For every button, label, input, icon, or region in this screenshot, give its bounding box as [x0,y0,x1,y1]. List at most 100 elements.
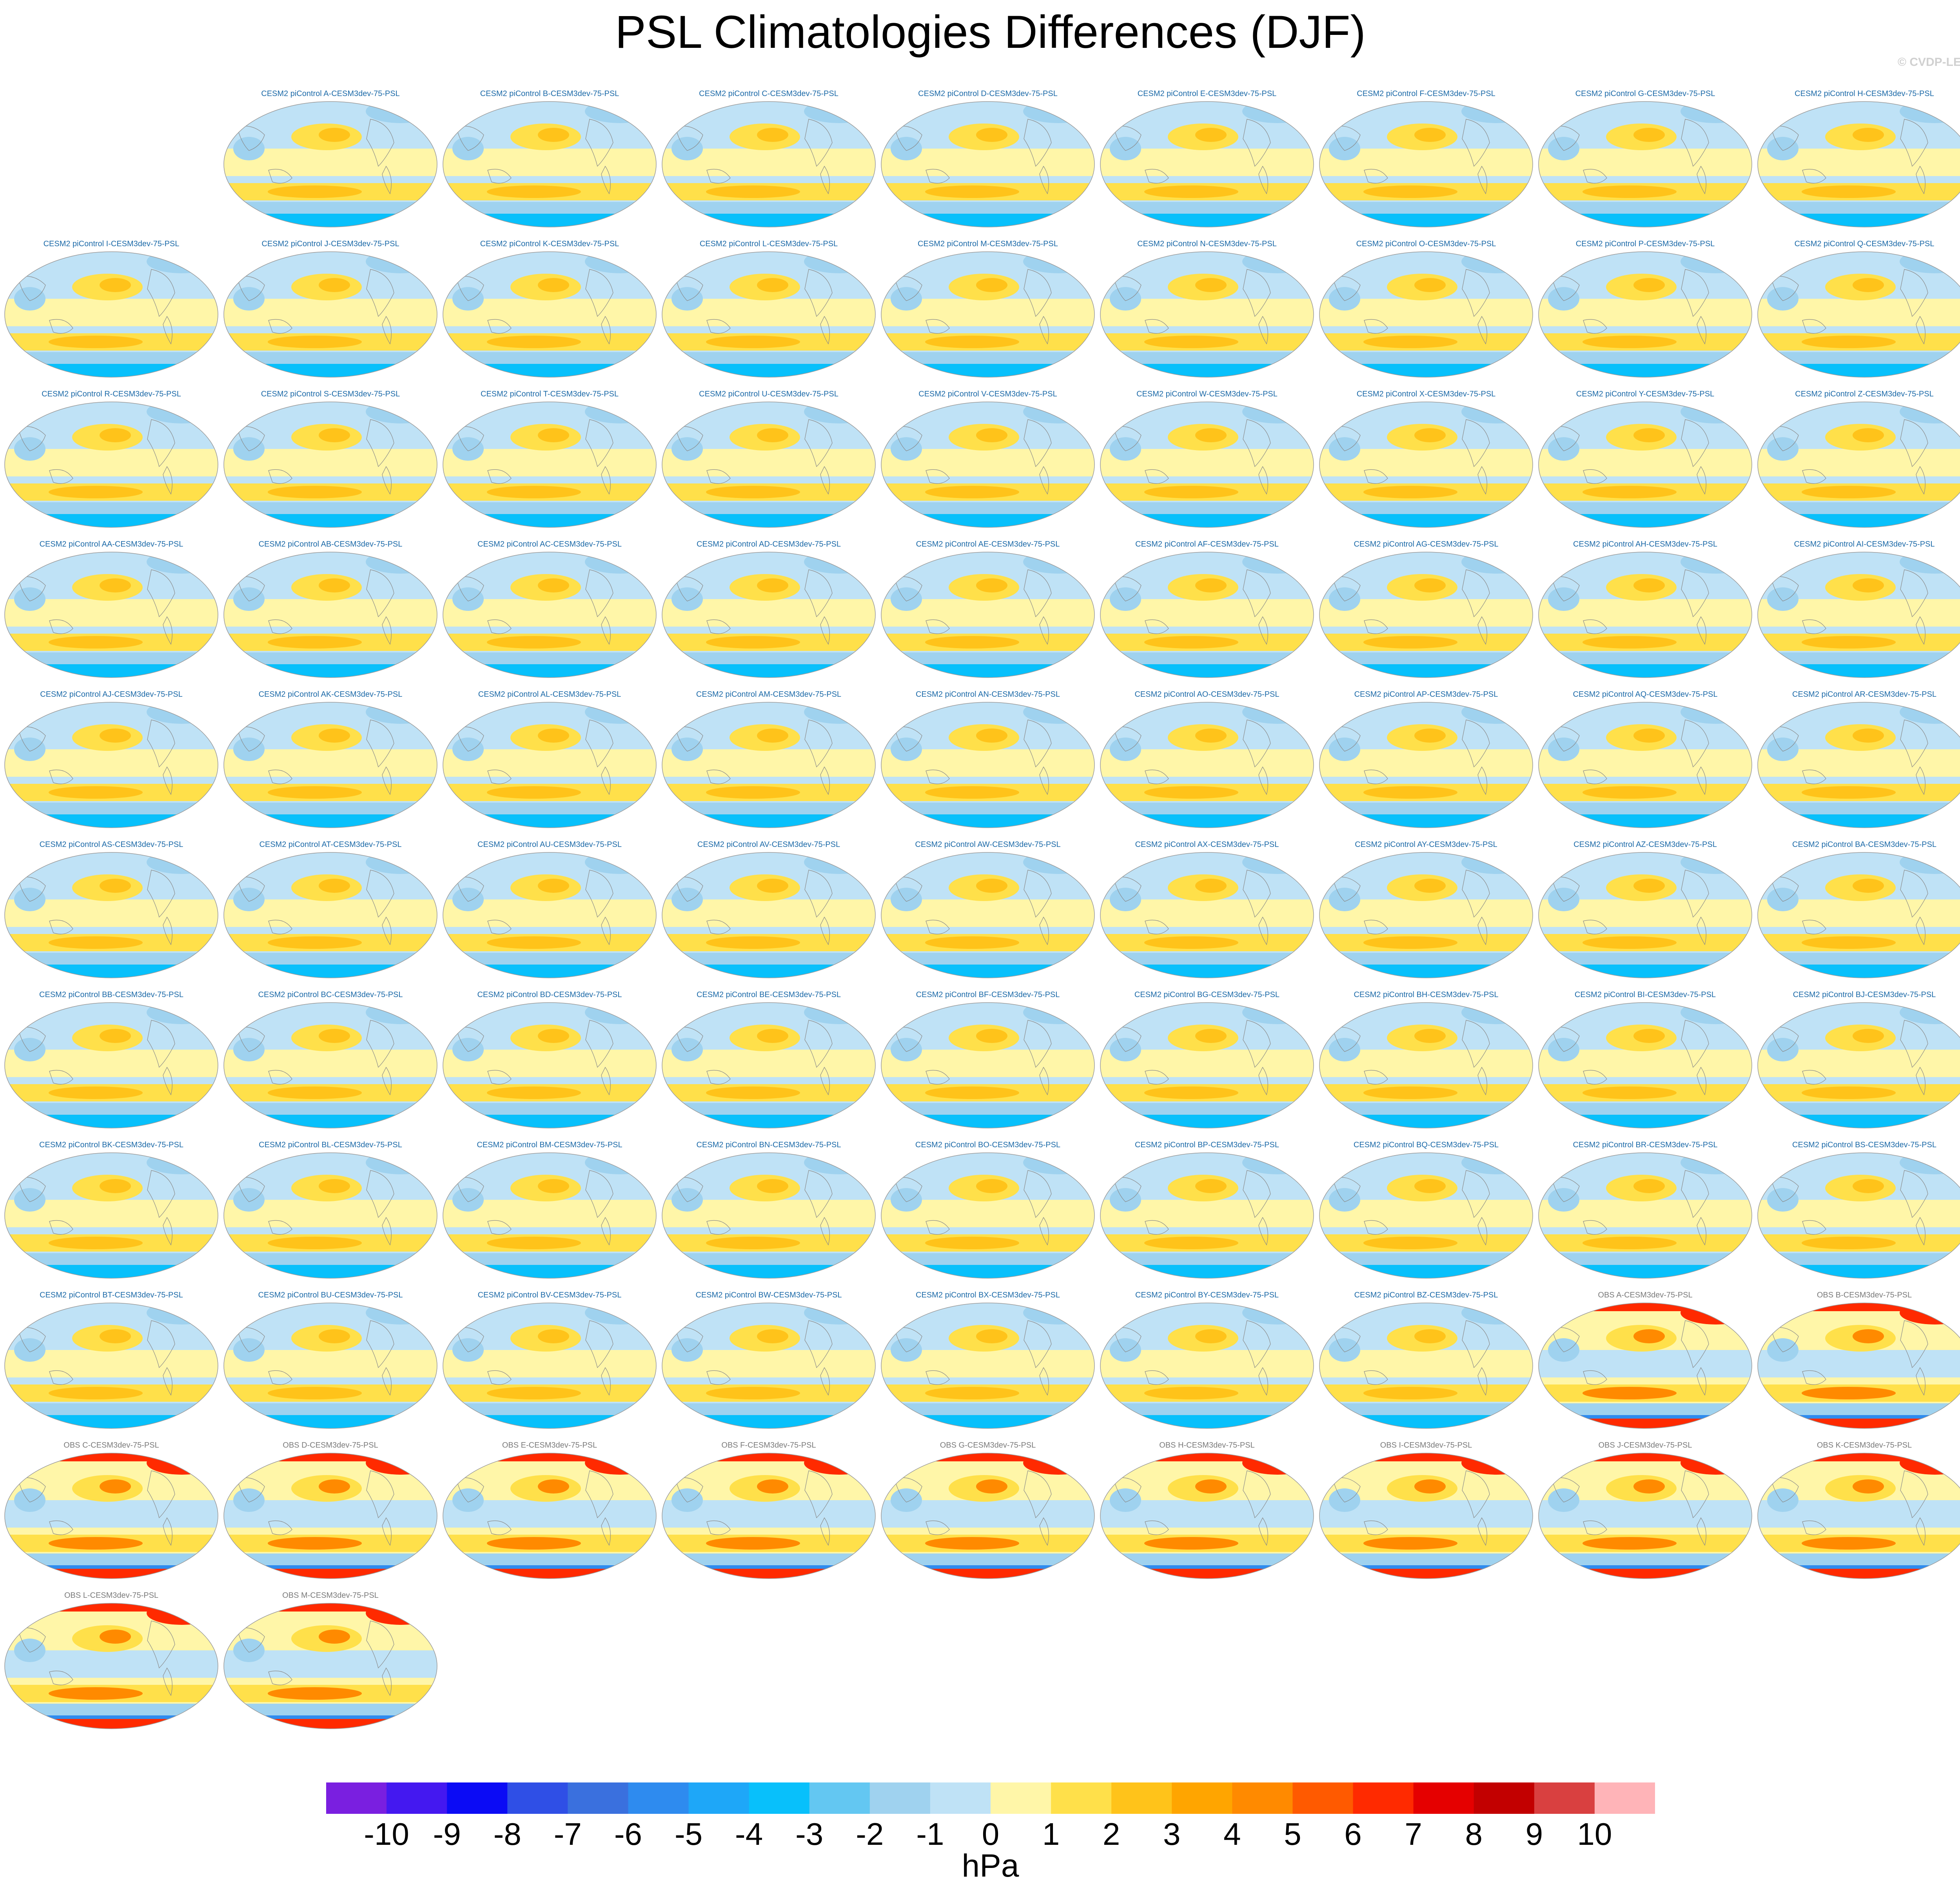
coastline-australia [1802,1370,1826,1385]
coastline-south-america [1916,466,1926,495]
map-panel: OBS L-CESM3dev-75-PSL [2,1591,220,1733]
coastline-australia [1802,619,1826,634]
map-outline [1757,251,1960,378]
southern-belt-core [487,1237,581,1249]
subtropical-high-n-core [1195,729,1227,743]
map-outline [1319,101,1533,227]
panel-label: CESM2 piControl W-CESM3dev-75-PSL [1136,390,1278,398]
map-panel: OBS A-CESM3dev-75-PSL [1536,1291,1754,1433]
asia-low [1548,1338,1579,1362]
coastline-americas [1024,419,1052,467]
antarctic-edge [1539,1115,1752,1128]
panel-label: CESM2 piControl BZ-CESM3dev-75-PSL [1354,1291,1498,1299]
map-heatmap [1100,852,1314,978]
subtropical-high-n-core [319,729,350,743]
coastline-asia [1771,426,1799,451]
arctic-anomaly [1461,102,1532,123]
subtropical-high-n-core [1853,128,1884,142]
coastline-australia [1145,469,1169,484]
subtropical-high-n-core [976,278,1007,292]
map-outline [1100,251,1314,378]
panel-label: CESM2 piControl V-CESM3dev-75-PSL [918,390,1057,398]
map-heatmap [881,852,1095,978]
antarctic-edge [224,514,437,527]
subtropical-high-n-core [538,729,569,743]
asia-low [891,287,922,311]
colorbar-segment [1051,1782,1112,1814]
colorbar-segment [869,1782,931,1814]
map-outline [4,852,218,978]
subtropical-high-n-core [1633,1329,1665,1343]
coastline-americas [1024,719,1052,768]
panel-label: CESM2 piControl AS-CESM3dev-75-PSL [39,840,183,849]
asia-low [671,137,703,160]
panel-label: CESM2 piControl BF-CESM3dev-75-PSL [916,990,1060,999]
southern-belt-core [925,1237,1019,1249]
southern-belt-core [1583,1237,1677,1249]
coastline-south-america [1258,165,1268,194]
arctic-anomaly [1023,102,1094,123]
southern-belt-core [1363,1537,1457,1550]
map-heatmap [1100,1303,1314,1429]
asia-low [891,738,922,761]
coastline-australia [1802,919,1826,934]
coastline-australia [1364,1370,1388,1385]
coastline-australia [49,1370,73,1385]
coastline-asia [1113,876,1142,902]
coastline-asia [675,1177,703,1202]
map-outline [1538,251,1752,378]
map-outline [443,251,657,378]
coastline-asia [1332,1477,1361,1503]
antarctic-edge [443,364,656,377]
antarctic-edge [224,214,437,227]
map-panel: CESM2 piControl AR-CESM3dev-75-PSL [1755,690,1960,832]
coastline-australia [487,619,512,634]
panel-label: CESM2 piControl P-CESM3dev-75-PSL [1575,240,1715,248]
coastline-australia [268,619,292,634]
colorbar-segment [809,1782,870,1814]
coastline-south-america [163,466,172,495]
arctic-anomaly [804,702,875,724]
map-outline [4,702,218,828]
map-heatmap [1538,1002,1752,1128]
coastline-americas [147,419,175,467]
antarctic-band [1758,1419,1960,1428]
coastline-americas [1024,269,1052,317]
asia-low [891,1038,922,1061]
arctic-anomaly [585,1003,655,1024]
colorbar-tick-label: 4 [1223,1817,1241,1851]
asia-low [14,437,45,461]
map-heatmap [1319,402,1533,528]
asia-low [1767,738,1798,761]
coastline-asia [1332,876,1361,902]
coastline-americas [585,419,613,467]
coastline-australia [1583,619,1607,634]
southern-belt-core [268,185,362,198]
map-panel: CESM2 piControl AM-CESM3dev-75-PSL [660,690,878,832]
southern-belt-core [1144,786,1238,799]
arctic-anomaly [585,702,655,724]
asia-low [671,587,703,611]
map-heatmap [662,101,876,227]
southern-belt-core [1144,185,1238,198]
coastline-asia [894,726,922,752]
southern-belt-core [1363,185,1457,198]
map-panel: CESM2 piControl R-CESM3dev-75-PSL [2,390,220,532]
colorbar-tick-label: 9 [1525,1817,1543,1851]
subtropical-high-n-core [319,1630,350,1644]
antarctic-edge [224,1415,437,1428]
map-outline [223,702,437,828]
arctic-anomaly [366,402,436,423]
map-panel: CESM2 piControl AL-CESM3dev-75-PSL [441,690,659,832]
panel-label: CESM2 piControl BC-CESM3dev-75-PSL [258,990,403,999]
coastline-americas [585,269,613,317]
map-panel: CESM2 piControl BE-CESM3dev-75-PSL [660,990,878,1132]
coastline-americas [1462,1470,1490,1519]
southern-belt-core [1802,786,1896,799]
coastline-asia [675,1477,703,1503]
map-outline [443,552,657,678]
panel-label: CESM2 piControl AI-CESM3dev-75-PSL [1794,540,1935,549]
asia-low [14,738,45,761]
map-panel: CESM2 piControl S-CESM3dev-75-PSL [221,390,439,532]
map-heatmap [4,1002,218,1128]
